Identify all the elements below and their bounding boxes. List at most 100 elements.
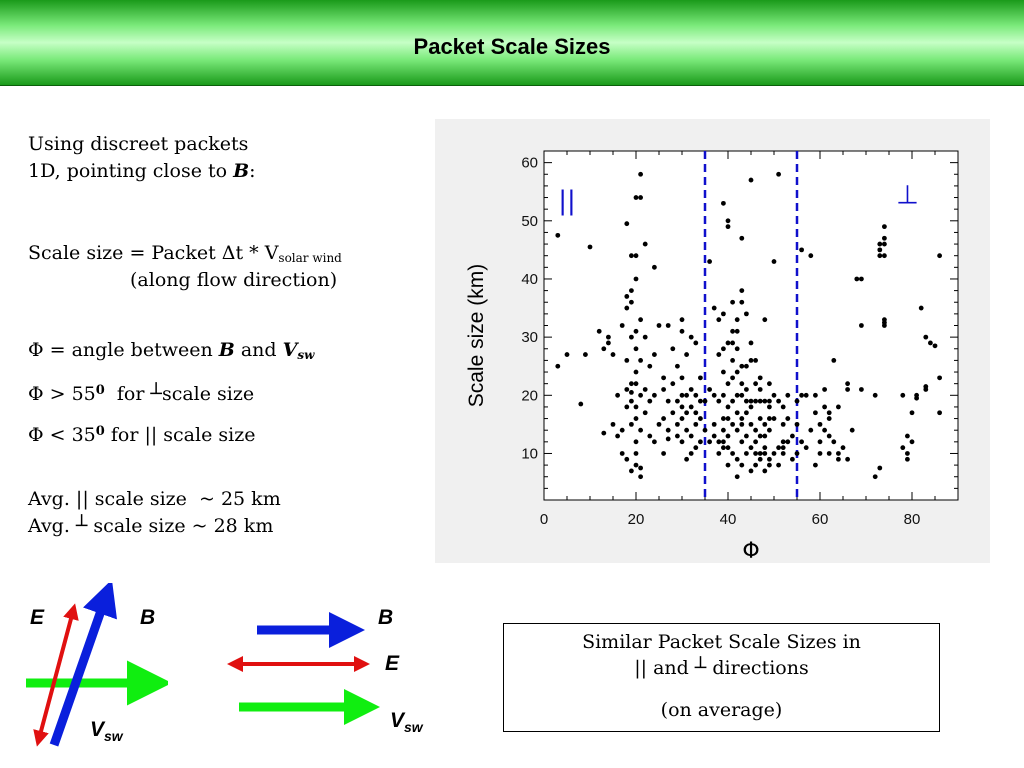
- data-point: [780, 439, 786, 445]
- data-point: [675, 363, 680, 369]
- phi-def-v-sub: sw: [297, 348, 315, 362]
- data-point: [702, 398, 708, 404]
- data-point: [757, 398, 763, 404]
- intro-line-2: 1D, pointing close to B:: [28, 158, 256, 185]
- data-point: [905, 456, 910, 462]
- data-point: [799, 392, 804, 398]
- vsw-label: Vsw: [90, 718, 123, 744]
- data-point: [665, 398, 671, 404]
- data-point: [610, 421, 616, 427]
- data-point: [638, 427, 643, 433]
- data-point: [624, 387, 630, 392]
- y-axis-label: Scale size (km): [465, 264, 488, 408]
- data-point: [928, 340, 933, 346]
- data-point: [734, 427, 740, 433]
- data-point: [642, 387, 648, 392]
- data-point: [744, 398, 749, 404]
- data-point: [638, 465, 643, 471]
- plot-frame: [543, 150, 959, 501]
- data-point: [661, 451, 666, 456]
- data-point: [725, 404, 731, 410]
- data-point: [817, 451, 823, 456]
- data-point: [877, 465, 883, 471]
- data-point: [771, 259, 777, 264]
- data-point: [849, 427, 855, 433]
- data-point: [762, 433, 768, 439]
- b-symbol: B: [233, 160, 250, 182]
- data-point: [629, 398, 634, 404]
- data-point: [776, 398, 781, 404]
- data-point: [748, 340, 754, 346]
- data-point: [826, 433, 832, 439]
- data-point: [661, 416, 666, 421]
- data-point: [757, 375, 763, 381]
- data-point: [688, 404, 694, 410]
- data-point: [638, 474, 643, 480]
- data-point: [739, 421, 745, 427]
- data-point: [739, 392, 745, 398]
- e-arrow: [33, 603, 79, 747]
- par-criterion-prefix: Φ < 35: [28, 424, 96, 446]
- data-point: [711, 433, 717, 439]
- data-point: [937, 410, 942, 416]
- data-point: [739, 235, 745, 241]
- data-point: [624, 221, 630, 227]
- avg-parallel: Avg. || scale size ~ 25 km: [28, 488, 281, 510]
- data-point: [721, 392, 726, 398]
- data-point: [753, 439, 758, 445]
- data-point: [688, 451, 694, 456]
- data-point: [693, 421, 699, 427]
- data-point: [845, 381, 850, 387]
- data-point: [619, 427, 625, 433]
- data-point: [767, 462, 772, 468]
- data-point: [707, 439, 712, 445]
- data-point: [780, 421, 786, 427]
- data-point: [725, 445, 731, 451]
- data-point: [629, 299, 634, 305]
- data-point: [725, 224, 731, 230]
- intro-line-1: Using discreet packets: [28, 133, 249, 155]
- data-point: [633, 416, 639, 421]
- data-point: [633, 328, 639, 334]
- data-point: [675, 433, 680, 439]
- data-point: [753, 381, 758, 387]
- data-point: [785, 439, 791, 445]
- data-point: [730, 421, 735, 427]
- perp-criterion-for: for: [104, 383, 151, 405]
- data-point: [785, 392, 791, 398]
- data-point: [624, 305, 630, 311]
- scale-formula-subscript: solar wind: [278, 251, 342, 265]
- summary-line-2: || and ┴ directions: [504, 655, 939, 681]
- perp-symbol: ┴: [75, 515, 88, 537]
- summary-box: Similar Packet Scale Sizes in || and ┴ d…: [503, 623, 940, 732]
- data-point: [638, 392, 643, 398]
- perp-symbol: ┴: [150, 383, 162, 405]
- data-point: [725, 416, 731, 421]
- data-point: [633, 253, 639, 259]
- data-point: [882, 241, 887, 247]
- data-point: [909, 439, 915, 445]
- data-point: [767, 456, 772, 462]
- data-point: [725, 340, 731, 346]
- e-label: E: [385, 652, 400, 675]
- data-point: [877, 253, 883, 259]
- summary-line-2-suffix: directions: [706, 657, 809, 679]
- data-point: [596, 328, 602, 334]
- data-point: [836, 451, 841, 456]
- data-point: [900, 445, 906, 451]
- data-point: [753, 462, 758, 468]
- data-point: [711, 421, 717, 427]
- data-point: [730, 451, 735, 456]
- data-point: [840, 445, 846, 451]
- data-point: [721, 369, 726, 375]
- data-point: [748, 421, 754, 427]
- data-point: [734, 410, 740, 416]
- data-point: [762, 451, 768, 456]
- data-point: [693, 445, 699, 451]
- data-point: [679, 317, 685, 323]
- x-tick-label: 20: [628, 511, 645, 528]
- data-point: [679, 328, 685, 334]
- data-point: [762, 445, 768, 451]
- phi-def-and: and: [234, 339, 283, 361]
- data-point: [803, 445, 809, 451]
